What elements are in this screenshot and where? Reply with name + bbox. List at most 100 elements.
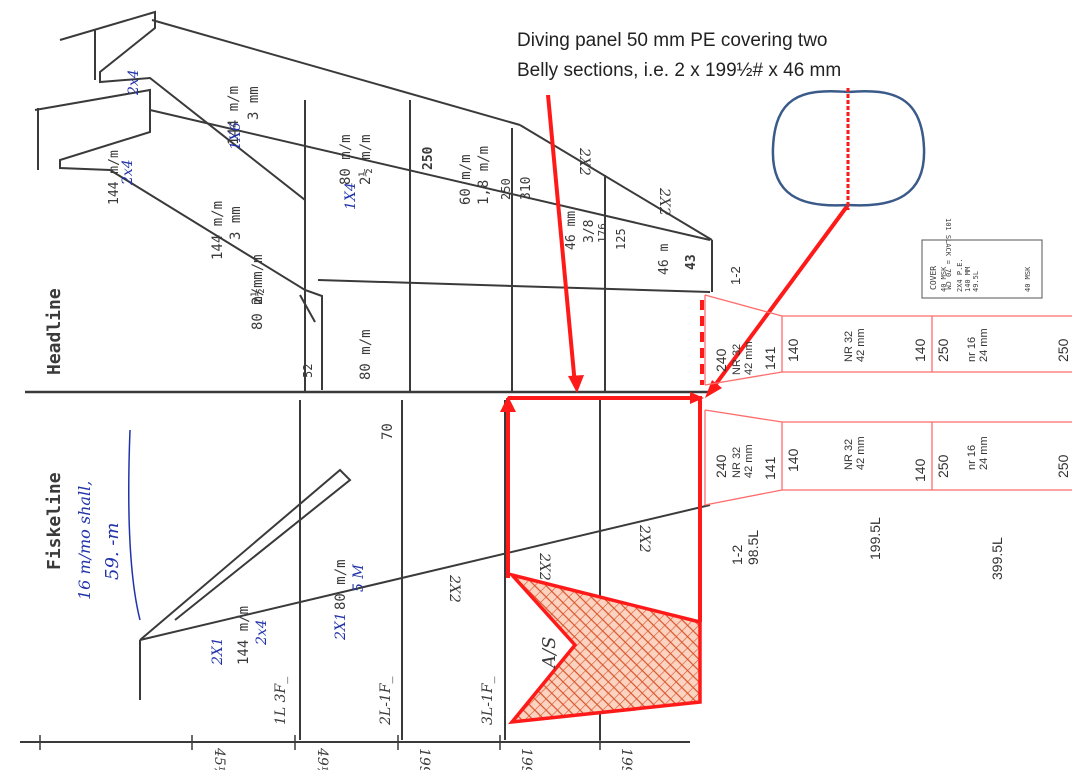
cover-5: 40 MSK (1024, 266, 1032, 292)
t-125: 125 (614, 228, 628, 250)
b-2x2-a: 2X2 (446, 574, 462, 603)
fisk-note-2: 59. -m (102, 523, 123, 581)
t-3mm-a: 3 mm (246, 86, 262, 120)
t-46-c: 46 m (657, 244, 672, 275)
b-80: 80 m/m (333, 559, 349, 610)
callout-arrow (546, 94, 577, 386)
r-12-b: 1-2 (729, 545, 745, 565)
r-240-a: 240 (713, 348, 729, 372)
axis-t5: 199½ (618, 748, 634, 770)
t-80-d: 2½ m/m (250, 254, 266, 305)
belly-section-diagram (771, 88, 926, 210)
r-3995: 399.5L (989, 537, 1005, 580)
r-24-a: 24 mm (978, 328, 990, 362)
r-42-d: 42 mm (855, 436, 867, 470)
t-60-b: 1,8 m/m (476, 146, 492, 205)
axis-t2: 49½ (314, 747, 330, 770)
slack-note: 101 SLACK = 70 CM (944, 218, 952, 290)
hatched-region (506, 571, 702, 725)
t-38: 3/8 (582, 220, 597, 243)
b-5m: 5 M (351, 564, 367, 592)
axis-t1: 45½ (211, 747, 227, 770)
r-250-b: 250 (1055, 338, 1071, 362)
t-80-a: 80 m/m (338, 134, 354, 185)
section-arrow (708, 203, 850, 394)
r-140-b: 140 (912, 338, 928, 362)
t-250-b: 250 (499, 178, 513, 200)
t-80-e: 80 m/m (358, 329, 374, 380)
r-140-c: 140 (785, 448, 801, 472)
r-12-a: 1-2 (728, 266, 743, 285)
handwritten-bracket (128, 429, 141, 621)
callout-line-1: Diving panel 50 mm PE covering two (517, 30, 827, 51)
axis-ticks (39, 735, 601, 750)
cover-title: COVER (929, 266, 938, 290)
t-3mm-c: 3 mm (228, 206, 244, 240)
b-2x1-a: 2X1 (210, 637, 226, 666)
r-42-b: 42 mm (855, 328, 867, 362)
t-2x2-a: 2X2 (576, 147, 592, 176)
b-2x2-c: 2X2 (636, 524, 652, 553)
r-140-d: 140 (912, 458, 928, 482)
t-2x4-b: 2x4 (120, 159, 136, 186)
diving-panel-outline (506, 300, 704, 622)
callout-arrow-head (568, 375, 584, 393)
r-nr16-b: nr 16 (966, 445, 978, 470)
b-2x1-b: 2X1 (333, 612, 349, 641)
r-nr32-c: NR 32 (731, 447, 743, 478)
r-1995: 199.5L (867, 517, 883, 560)
t-2x4-top: 2x4 (126, 69, 142, 96)
t-43: 43 (684, 254, 699, 270)
cover-1: 40 MSK (940, 266, 948, 292)
b-as: A/S (539, 637, 560, 670)
t-60-a: 60 m/m (458, 154, 474, 205)
r-140-a: 140 (785, 338, 801, 362)
r-42-c: 42 mm (743, 444, 755, 478)
t-52: 52 (301, 364, 315, 378)
cover-3: 140 MM (964, 267, 972, 292)
r-985: 98.5L (745, 530, 761, 565)
headline-label: Headline (44, 288, 65, 375)
t-144-a: 144 m/m (226, 86, 242, 145)
headline-wing (34, 10, 713, 392)
t-1x6: 1X6 (228, 122, 244, 150)
fisk-note-1: 16 m/mo shall, (75, 481, 94, 600)
r-141-b: 141 (762, 456, 778, 480)
t-144-c: 144 m/m (210, 201, 226, 260)
b-70: 70 (380, 423, 396, 440)
callout-line-2: Belly sections, i.e. 2 x 199½# x 46 mm (517, 60, 841, 81)
axis-t4: 199½ (518, 748, 534, 770)
b-f2: 2L-1F_ (378, 676, 394, 726)
arrow-head-right (690, 392, 704, 404)
r-250-d: 250 (1055, 454, 1071, 478)
t-250: 250 (421, 146, 436, 170)
cover-4: 49.5L (972, 271, 980, 292)
section-arrow-head (705, 380, 722, 398)
t-2x2-b: 2X2 (656, 187, 672, 216)
r-nr32-d: NR 32 (843, 439, 855, 470)
r-nr16-a: nr 16 (966, 337, 978, 362)
b-2x2-b: 2X2 (536, 552, 552, 581)
t-46-a: 46 mm (564, 211, 579, 250)
axis-t3: 199½ (416, 748, 432, 770)
arrow-head-left (500, 396, 516, 412)
t-176: 176 (596, 223, 609, 243)
b-f1: 1L 3F_ (273, 677, 289, 725)
t-80-b: 2½ m/m (358, 134, 374, 185)
r-240-b: 240 (713, 454, 729, 478)
b-144: 144 m/m (236, 606, 252, 665)
t-80-c: 80 m/m (250, 279, 266, 330)
right-panel-frame (704, 294, 1072, 506)
r-24-b: 24 mm (978, 436, 990, 470)
t-310: 310 (519, 177, 534, 200)
r-nr32-b: NR 32 (843, 331, 855, 362)
r-42-a: 42 mm (743, 341, 755, 375)
cover-2: 2X4 P.E. (956, 258, 964, 292)
b-f3: 3L-1F_ (480, 676, 496, 725)
r-250-a: 250 (935, 338, 951, 362)
t-144-b: 144 m/m (107, 150, 122, 205)
r-250-c: 250 (935, 454, 951, 478)
r-141-a: 141 (762, 346, 778, 370)
